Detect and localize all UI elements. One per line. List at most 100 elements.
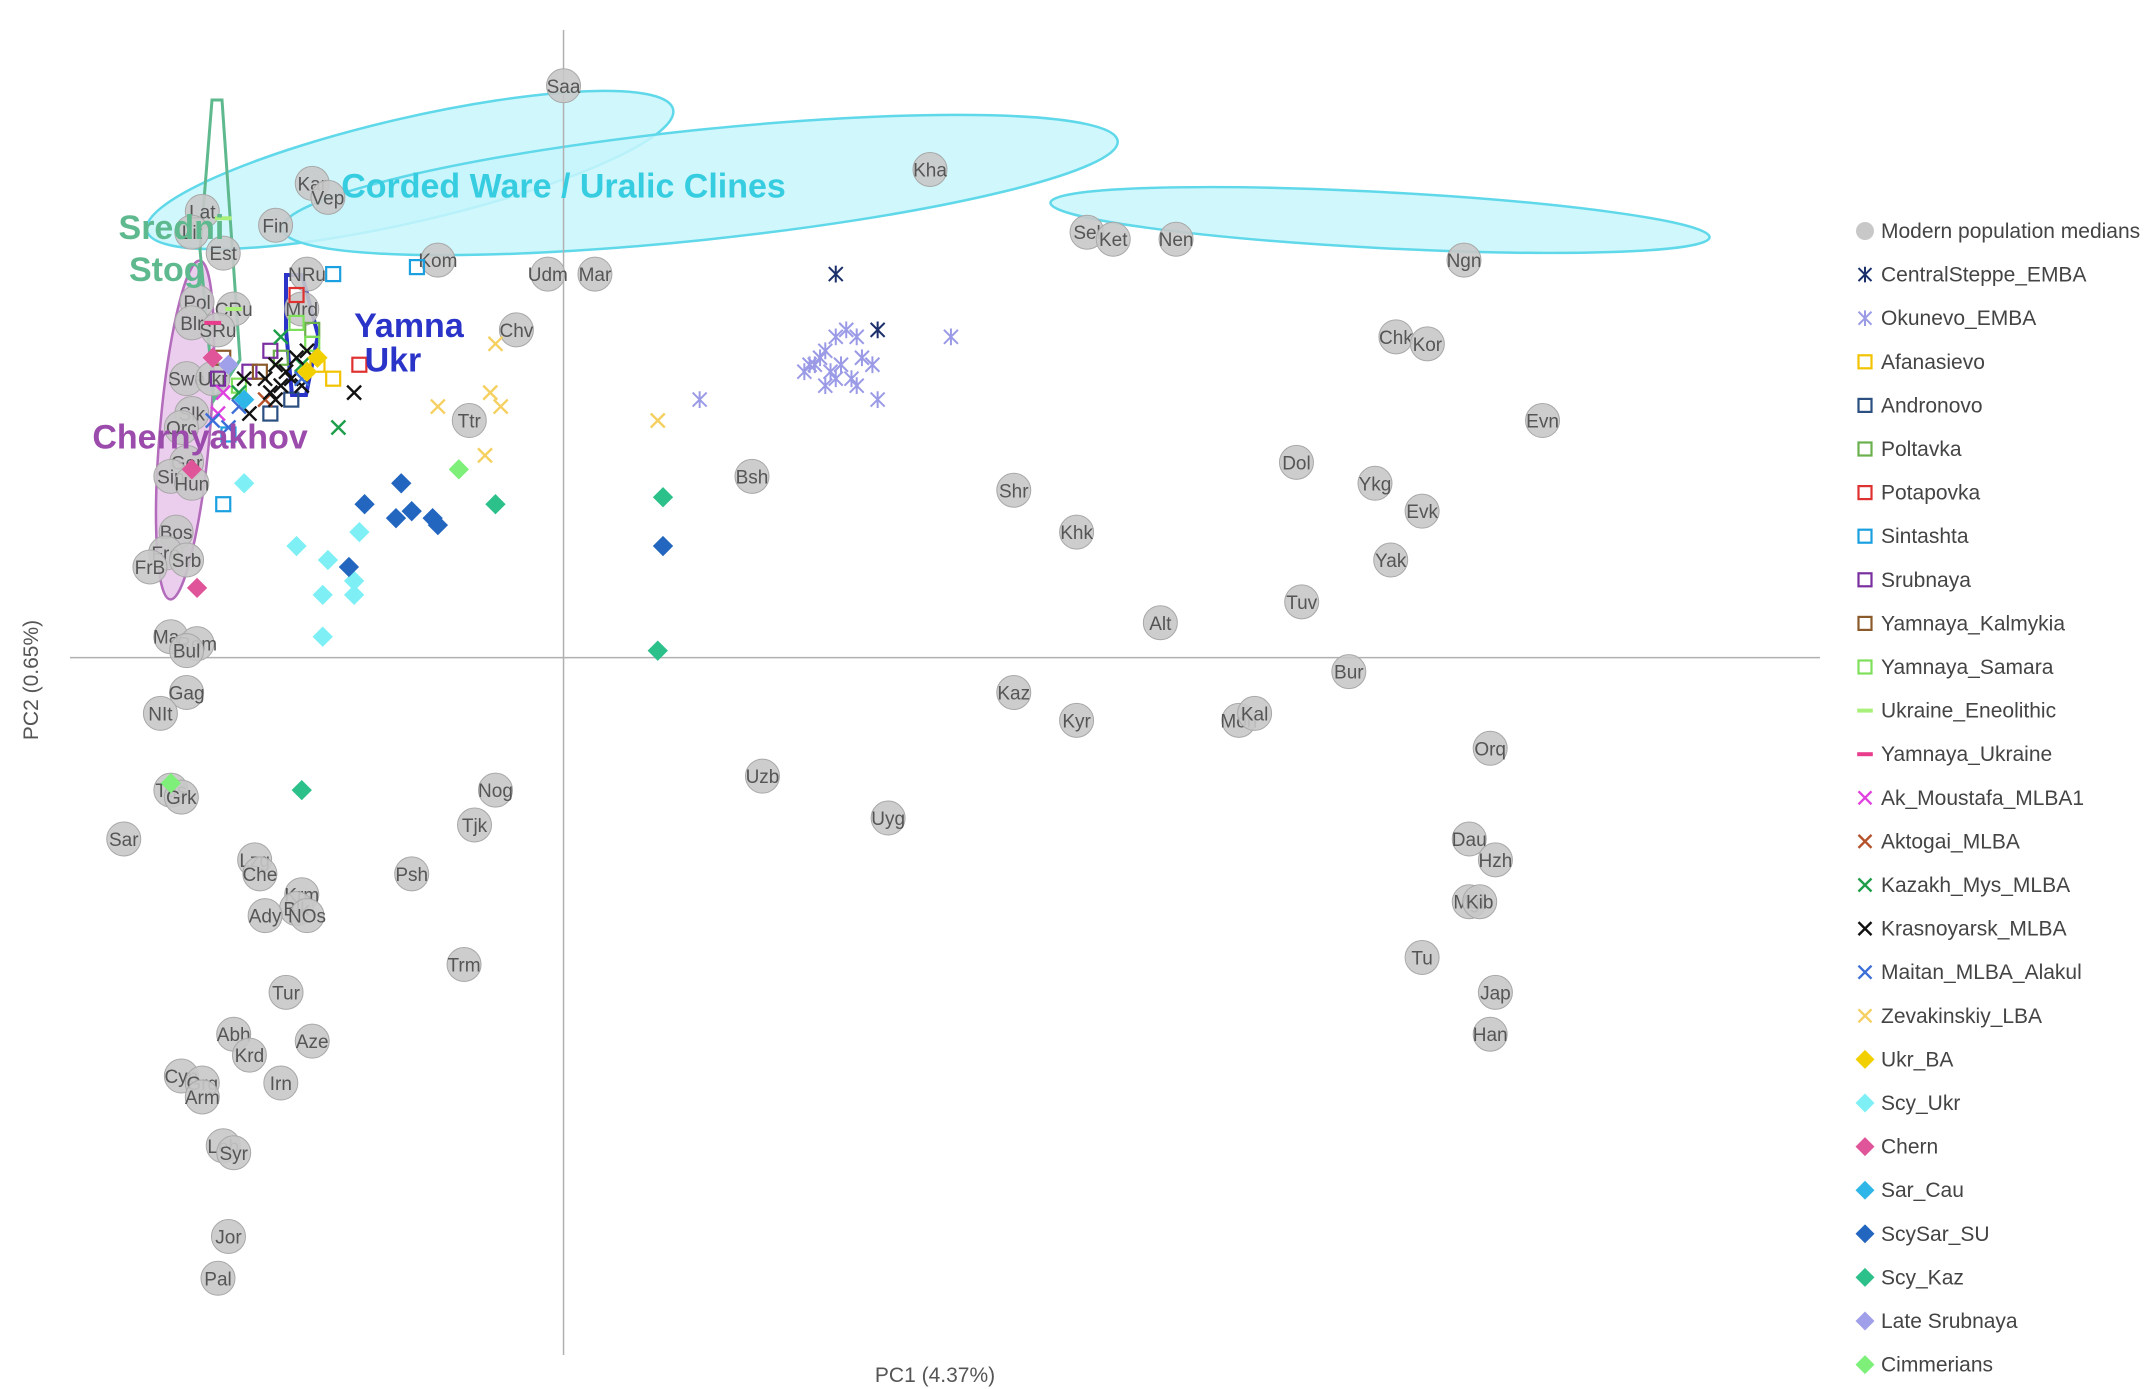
sample-krasnoyarsk-mlba-0 (257, 370, 273, 387)
modern-point-marker (1451, 821, 1487, 857)
legend-item-ak-moustafa-mlba1: Ak_Moustafa_MLBA1 (1857, 787, 2084, 810)
modern-point-marker (231, 1037, 267, 1073)
legend-item-chern: Chern (1855, 1136, 1938, 1159)
sample-scysar-su-6 (338, 556, 360, 578)
modern-point-marker (1237, 695, 1273, 731)
sample-scysar-su-3 (385, 508, 407, 529)
modern-point-arm: Arm (184, 1079, 220, 1115)
modern-point-marker (912, 151, 948, 187)
legend: Modern population medians CentralSteppe_E… (1855, 220, 2140, 1377)
modern-point-marker (169, 675, 205, 710)
modern-point-label: Nen (1159, 230, 1194, 251)
legend-label: Krasnoyarsk_MLBA (1881, 918, 2067, 941)
modern-point-label: Lit (182, 223, 203, 244)
modern-point-label: Gag (169, 684, 205, 705)
modern-point-marker (200, 1260, 236, 1296)
sample-scysar-su-7 (652, 535, 674, 557)
legend-item-maitan-mlba-alakul: Maitan_MLBA_Alakul (1857, 961, 2082, 984)
modern-point-ngn: Ngn (1446, 242, 1482, 278)
sample-scy-ukr-2 (317, 549, 339, 571)
legend-marker-andronovo (1857, 397, 1873, 413)
sample-krasnoyarsk-mlba-1 (267, 356, 284, 373)
modern-point-kom: Kom (418, 242, 457, 278)
modern-point-marker (169, 633, 205, 669)
modern-point-ykg: Ykg (1357, 465, 1393, 501)
modern-point-marker (284, 291, 320, 327)
sample-zevakinskiy-lba-3 (492, 398, 509, 415)
modern-point-label: Sel (1073, 223, 1100, 244)
legend-item-ukr-ba: Ukr_BA (1855, 1048, 1953, 1071)
modern-point-label: Tu (1411, 949, 1432, 970)
modern-point-label: Chv (500, 321, 534, 342)
region-label-ukr: Ukr (365, 342, 422, 380)
sample-krasnoyarsk-mlba-12 (267, 391, 284, 408)
modern-point-label: Syr (219, 1144, 248, 1165)
modern-point-label: Bsh (736, 467, 769, 488)
modern-point-est: Est (205, 235, 241, 271)
legend-label: Scy_Ukr (1881, 1092, 1960, 1115)
modern-point-label: Yak (1375, 551, 1407, 572)
modern-point-label: Kha (913, 160, 947, 181)
legend-marker-sintashta (1857, 528, 1873, 544)
modern-point-evk: Evk (1404, 493, 1440, 529)
legend-item-sintashta: Sintashta (1857, 525, 1969, 548)
legend-marker-scy-kaz (1855, 1267, 1875, 1287)
sample-yamnaya-kalmykia-1 (251, 363, 268, 380)
modern-point-shr: Shr (996, 472, 1032, 508)
sample-scy-kaz-1 (652, 487, 674, 508)
modern-point-label: Saa (547, 77, 581, 98)
modern-point-marker (1158, 221, 1194, 257)
legend-item-scy-ukr: Scy_Ukr (1855, 1092, 1960, 1115)
legend-marker-potapovka (1857, 485, 1873, 501)
modern-point-label: Bur (1334, 663, 1364, 684)
modern-point-pol: Pol (179, 284, 215, 320)
sample-scysar-su-0 (354, 494, 375, 515)
modern-point-label: FrB (135, 558, 166, 579)
modern-point-che: Che (242, 856, 278, 892)
legend-marker-afanasievo (1857, 354, 1873, 370)
modern-point-ukr: Ukr (195, 361, 231, 397)
legend-item-potapovka: Potapovka (1857, 482, 1981, 505)
modern-point-marker (1462, 884, 1498, 920)
sample-yamnaya-samara-0 (288, 314, 305, 331)
modern-point-blr: Blr (174, 305, 210, 341)
modern-point-bsh: Bsh (734, 458, 770, 494)
modern-point-evn: Evn (1525, 403, 1561, 439)
modern-point-label: Trm (448, 955, 481, 976)
legend-marker-yamnaya-samara (1857, 659, 1873, 675)
legend-label: Potapovka (1881, 482, 1981, 505)
sample-centralsteppe-emba-1 (869, 321, 886, 339)
modern-point-marker (457, 807, 493, 843)
sample-chern-1 (181, 459, 202, 480)
region-label-stog: Stog (129, 251, 205, 289)
sample-scy-ukr-7 (349, 521, 370, 543)
modern-point-label: Khk (1060, 523, 1093, 544)
modern-point-marker (169, 542, 205, 578)
modern-point-label: Grk (166, 788, 197, 809)
modern-point-label: Kaz (997, 684, 1030, 705)
legend-label: Afanasievo (1881, 351, 1985, 374)
modern-point-marker (1472, 730, 1508, 766)
modern-point-ady: Ady (247, 898, 283, 934)
modern-point-label: Ady (249, 907, 282, 928)
legend-marker-sar-cau (1855, 1180, 1875, 1200)
modern-point-srb: Srb (169, 542, 205, 578)
modern-point-lit: Lit (174, 214, 210, 250)
legend-label: Sintashta (1881, 525, 1969, 548)
modern-point-marker (498, 312, 534, 348)
sample-okunevo-emba-18 (801, 356, 818, 374)
sample-chern-2 (186, 577, 208, 599)
modern-point-marker (1278, 444, 1314, 480)
sample-okunevo-emba-15 (864, 356, 881, 374)
modern-point-marker (870, 800, 906, 836)
modern-point-marker (1059, 702, 1095, 738)
modern-point-label: Psh (395, 865, 428, 886)
legend-item-late-srubnaya: Late Srubnaya (1855, 1310, 2018, 1333)
modern-point-kib: Kib (1462, 884, 1498, 920)
region-label-chernyakhov: Chernyakhov (92, 418, 307, 456)
sample-yamnaya-samara-1 (304, 335, 321, 352)
legend-label: Yamnaya_Samara (1881, 656, 2054, 679)
sample-scy-ukr-1 (286, 535, 307, 557)
modern-point-marker (216, 1135, 252, 1171)
sample-kazakh-mys-mlba-1 (330, 419, 347, 436)
